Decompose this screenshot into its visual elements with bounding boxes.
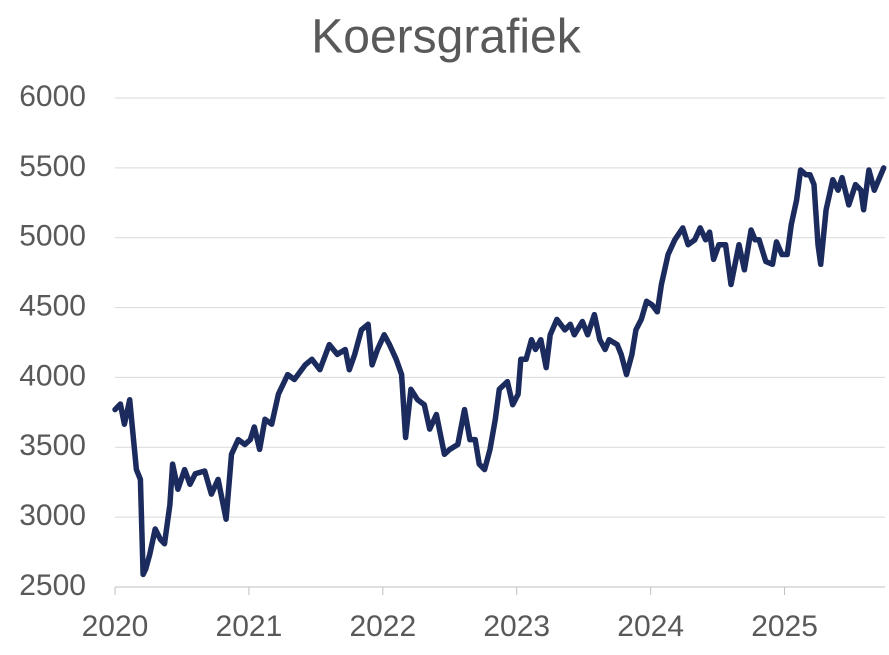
x-tick-label: 2024: [617, 610, 684, 643]
x-tick-label: 2020: [82, 610, 149, 643]
x-tick-label: 2023: [483, 610, 550, 643]
y-tick-label: 5000: [19, 220, 86, 253]
x-tick-label: 2021: [216, 610, 283, 643]
x-tick-label: 2025: [751, 610, 818, 643]
y-tick-label: 5500: [19, 150, 86, 183]
price-line: [112, 165, 887, 578]
y-tick-label: 3500: [19, 429, 86, 462]
chart-title: Koersgrafiek: [311, 11, 581, 64]
y-tick-label: 6000: [19, 80, 86, 113]
y-tick-label: 4000: [19, 359, 86, 392]
y-tick-label: 3000: [19, 499, 86, 532]
y-tick-label: 4500: [19, 289, 86, 322]
x-tick-label: 2022: [349, 610, 416, 643]
y-tick-label: 2500: [19, 569, 86, 602]
